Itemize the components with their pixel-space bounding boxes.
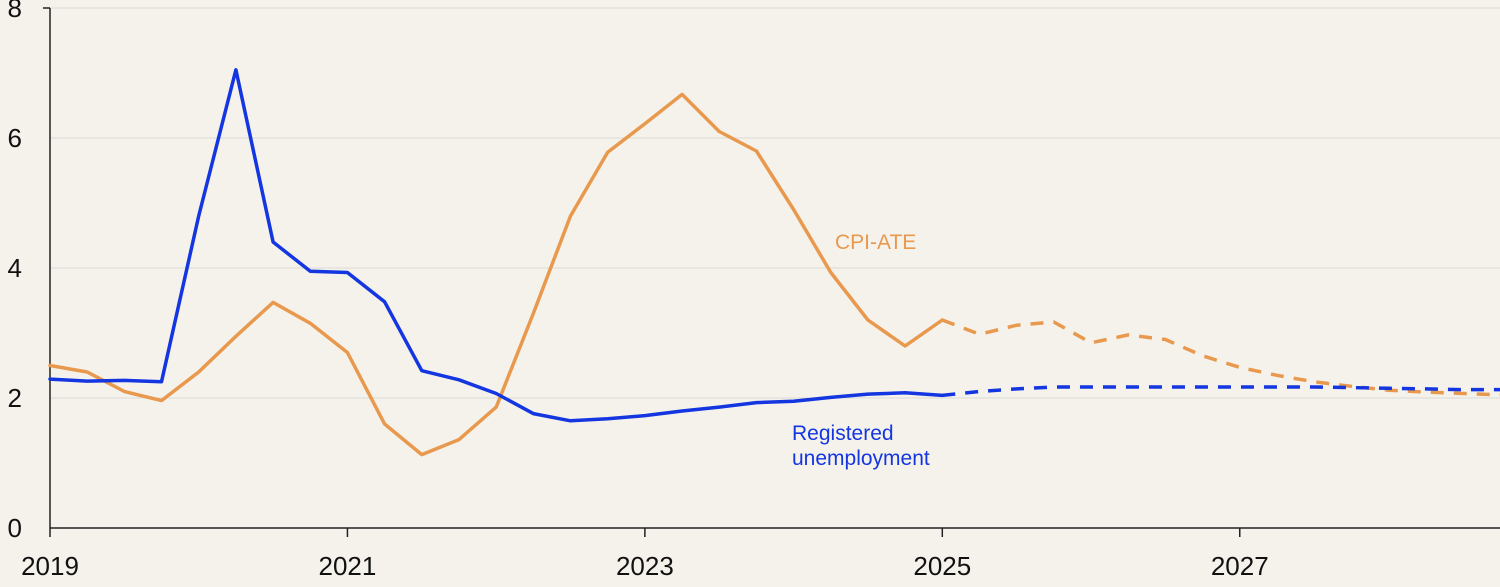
series-label-line: unemployment [792,447,930,470]
y-tick-label: 6 [8,123,22,153]
gridlines [50,7,1500,399]
x-tick-label: 2023 [616,551,674,581]
axes: 0 2 4 6 8 2019 2021 2023 2025 2027 [8,0,1500,581]
series-label-0: CPI-ATE [835,231,916,254]
x-tick-label: 2021 [319,551,377,581]
series-labels: CPI-ATE Registered unemployment [792,231,930,470]
x-tick-label: 2027 [1211,551,1269,581]
series-label-line: CPI-ATE [835,231,916,254]
series-label-1: Registered unemployment [792,422,930,470]
series-line-0 [48,92,945,457]
series-line-1 [48,68,945,423]
y-tick-label: 2 [8,383,22,413]
series-lines [48,68,1500,457]
y-tick-label: 8 [8,0,22,23]
x-tick-label: 2019 [21,551,79,581]
y-tick-label: 0 [8,513,22,543]
y-tick-label: 4 [8,253,22,283]
x-tick-label: 2025 [913,551,971,581]
series-forecast-line-1 [942,385,1500,398]
series-label-line: Registered [792,422,894,445]
series-forecast-line-0 [941,318,1500,397]
